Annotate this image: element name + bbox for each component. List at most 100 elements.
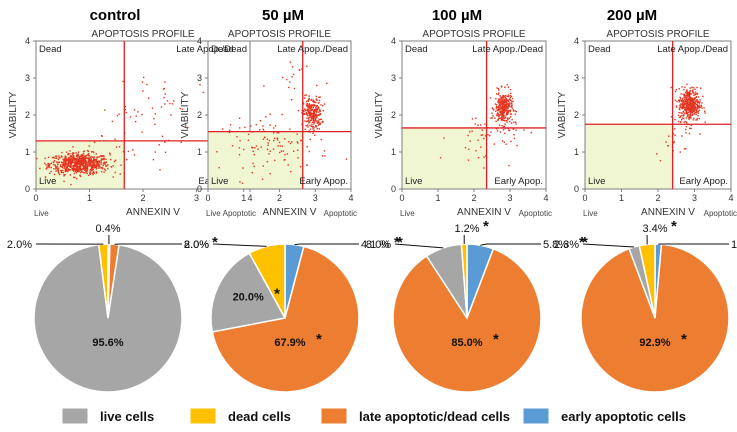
scatter-point [107, 167, 109, 170]
x-axis-label: ANNEXIN V [457, 207, 511, 218]
scatter-point [89, 157, 91, 159]
scatter-point [318, 99, 321, 102]
scatter-point [682, 103, 684, 105]
y-tick-label: 3 [391, 73, 396, 83]
scatter-point [509, 110, 511, 112]
x-tick-label: 1 [435, 193, 440, 203]
scatter-point [78, 156, 81, 159]
scatter-point [311, 123, 313, 125]
significance-star: * [483, 218, 489, 235]
scatter-points [36, 76, 205, 186]
scatter-point [64, 169, 67, 171]
scatter-point [500, 112, 503, 114]
scatter-point [101, 168, 104, 170]
scatter-point [50, 162, 52, 164]
scatter-point [500, 97, 503, 100]
scatter-point [276, 139, 279, 141]
scatter-point [312, 116, 314, 118]
scatter-point [62, 161, 65, 164]
scatter-point [505, 110, 508, 112]
scatter-point [687, 95, 690, 97]
scatter-point [683, 112, 686, 114]
scatter-point [499, 100, 501, 103]
scatter-point [689, 91, 691, 94]
scatter-point [689, 111, 692, 113]
scatter-point [317, 114, 319, 116]
scatter-point [297, 109, 300, 112]
scatter-point [675, 105, 678, 107]
scatter-point [683, 94, 685, 97]
scatter-point [238, 117, 241, 120]
y-tick-label: 4 [197, 36, 202, 46]
scatter-point [480, 134, 482, 136]
scatter-point [82, 163, 84, 166]
scatter-point [97, 156, 99, 158]
scatter-point [69, 158, 71, 160]
scatter-point [66, 165, 68, 167]
scatter-point [315, 124, 317, 127]
scatter-point [688, 96, 691, 99]
scatter-point [507, 100, 510, 103]
scatter-point [86, 161, 89, 164]
scatter-point [687, 106, 689, 108]
scatter-point [499, 107, 501, 109]
scatter-point [497, 100, 499, 103]
scatter-point [88, 157, 90, 159]
scatter-point [64, 158, 66, 160]
scatter-point [320, 104, 322, 106]
scatter-point [61, 156, 63, 158]
scatter-point [61, 163, 64, 166]
scatter-point [306, 65, 308, 67]
pie-label-late: 85.0% [451, 337, 482, 349]
scatter-point [307, 108, 310, 111]
scatter-point [279, 151, 281, 154]
scatter-point [468, 131, 471, 133]
scatter-point [682, 110, 685, 113]
scatter-point [314, 116, 316, 119]
scatter-point [681, 103, 683, 105]
scatter-point [59, 165, 62, 168]
scatter-point [312, 119, 315, 122]
scatter-point [307, 100, 310, 102]
scatter-point [688, 109, 690, 111]
scatter-point [83, 158, 86, 161]
legend-label-late: late apoptotic/dead cells [359, 409, 510, 424]
scatter-point [500, 98, 502, 101]
scatter-point [313, 113, 315, 116]
scatter-point [509, 92, 512, 95]
scatter-point [106, 164, 108, 167]
scatter-point [515, 129, 517, 131]
scatter-point [326, 82, 328, 85]
quadrant-label-dead: Dead [39, 44, 62, 55]
scatter-point [312, 112, 314, 115]
scatter-point [688, 105, 690, 108]
scatter-point [507, 111, 509, 114]
x-axis-label: ANNEXIN V [126, 207, 180, 218]
scatter-point [497, 113, 500, 115]
scatter-point [510, 116, 512, 118]
scatter-point [80, 157, 83, 160]
scatter-point [690, 96, 692, 99]
scatter-point [81, 161, 84, 164]
scatter-point [317, 102, 319, 104]
scatter-point [506, 95, 508, 98]
scatter-point [63, 167, 65, 169]
scatter-point [105, 161, 108, 164]
scatter-point [122, 80, 124, 83]
quadrant-label-early: Early Apop. [299, 176, 348, 187]
scatter-point [56, 169, 59, 171]
scatter-point [483, 156, 485, 158]
x-tick-label: 4 [348, 193, 353, 203]
scatter-point [284, 153, 286, 156]
scatter-point [679, 100, 681, 102]
scatter-point [515, 123, 517, 125]
scatter-point [508, 103, 511, 105]
quadrant-label-live: Live [405, 176, 422, 187]
x-axis-right-label: Apoptotic [324, 209, 357, 218]
scatter-point [501, 105, 504, 108]
scatter-point [283, 159, 285, 161]
scatter-point [269, 172, 271, 175]
scatter-point [696, 86, 698, 89]
scatter-point [308, 98, 310, 100]
scatter-point [80, 160, 82, 162]
